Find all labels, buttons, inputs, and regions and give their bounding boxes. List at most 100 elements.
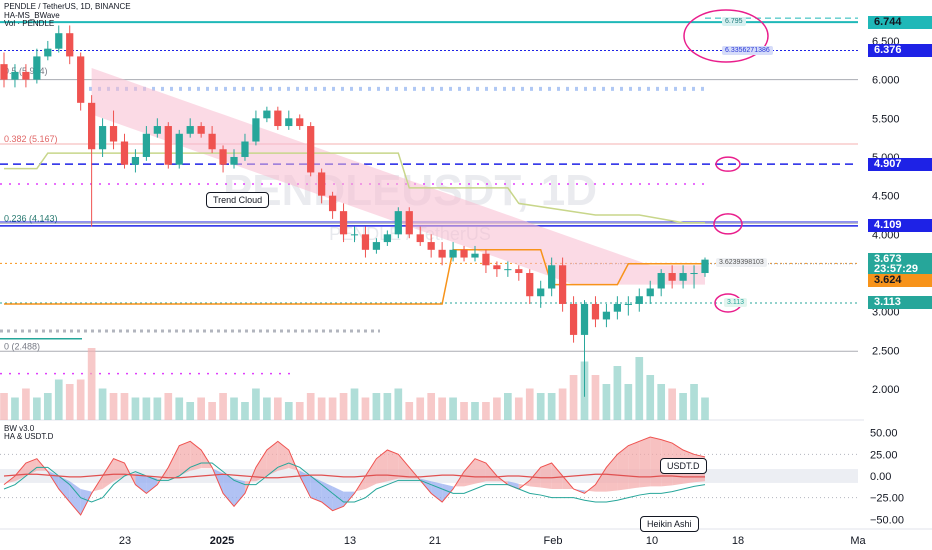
candle-body[interactable] <box>526 273 534 297</box>
candle-body[interactable] <box>131 156 140 165</box>
volume-bar[interactable] <box>328 397 337 421</box>
volume-bar[interactable] <box>646 375 655 420</box>
candle-body[interactable] <box>657 273 665 289</box>
candle-body[interactable] <box>186 126 194 134</box>
price-tag-3113[interactable]: 3.113 <box>868 296 932 310</box>
oscillator-label-usdtd[interactable]: HA & USDT.D <box>4 432 54 441</box>
volume-bar[interactable] <box>624 384 633 420</box>
candle-body[interactable] <box>66 33 74 57</box>
volume-bar[interactable] <box>525 388 534 421</box>
volume-bar[interactable] <box>558 388 567 421</box>
candle-body[interactable] <box>296 118 304 127</box>
volume-bar[interactable] <box>263 397 271 421</box>
volume-bar[interactable] <box>0 393 8 420</box>
candle-body[interactable] <box>263 110 271 119</box>
price-tag-4907[interactable]: 4.907 <box>868 157 932 171</box>
candle-body[interactable] <box>22 71 30 80</box>
volume-bar[interactable] <box>197 397 205 421</box>
volume-bar[interactable] <box>569 375 578 420</box>
candle-body[interactable] <box>493 265 501 270</box>
candle-body[interactable] <box>569 303 578 335</box>
countdown-tag[interactable]: 23:57:29 <box>868 262 932 276</box>
volume-bar[interactable] <box>416 397 425 421</box>
candle-body[interactable] <box>230 156 238 165</box>
volume-bar[interactable] <box>394 388 403 421</box>
volume-bar[interactable] <box>504 393 512 420</box>
volume-bar[interactable] <box>273 397 282 421</box>
volume-bar[interactable] <box>668 388 676 421</box>
candle-body[interactable] <box>197 126 205 134</box>
volume-bar[interactable] <box>339 393 348 420</box>
volume-bar[interactable] <box>186 402 195 420</box>
candle-body[interactable] <box>44 48 52 57</box>
candle-body[interactable] <box>701 259 709 274</box>
symbol-title[interactable]: PENDLE / TetherUS, 1D, BINANCE <box>4 2 131 11</box>
price-tag-4109[interactable]: 4.109 <box>868 219 932 233</box>
candle-body[interactable] <box>208 133 216 150</box>
candle-body[interactable] <box>339 211 348 235</box>
volume-bar[interactable] <box>361 397 370 421</box>
candle-body[interactable] <box>219 149 227 165</box>
candle-body[interactable] <box>88 102 96 150</box>
volume-bar[interactable] <box>65 384 74 420</box>
volume-bar[interactable] <box>547 393 556 420</box>
volume-bar[interactable] <box>493 397 501 421</box>
candle-body[interactable] <box>164 126 172 165</box>
candle-body[interactable] <box>635 296 643 304</box>
volume-bar[interactable] <box>33 397 41 421</box>
candle-body[interactable] <box>449 249 457 258</box>
candle-body[interactable] <box>460 249 468 258</box>
price-tag-3624[interactable]: 3.624 <box>868 274 932 288</box>
volume-bar[interactable] <box>427 393 436 420</box>
volume-bar[interactable] <box>635 357 644 420</box>
volume-bar[interactable] <box>482 402 490 420</box>
volume-bar[interactable] <box>372 393 381 420</box>
volume-bar[interactable] <box>350 388 359 421</box>
volume-bar[interactable] <box>22 388 30 421</box>
candle-body[interactable] <box>383 234 391 243</box>
candle-body[interactable] <box>394 211 402 235</box>
candle-body[interactable] <box>142 133 151 157</box>
volume-bar[interactable] <box>602 384 611 420</box>
candle-body[interactable] <box>624 303 632 305</box>
candle-body[interactable] <box>471 253 479 258</box>
volume-bar[interactable] <box>241 402 249 420</box>
candle-body[interactable] <box>77 56 85 103</box>
volume-bar[interactable] <box>317 397 326 421</box>
candle-body[interactable] <box>153 126 161 134</box>
osc-line-usdtd[interactable] <box>3 473 705 479</box>
volume-bar[interactable] <box>701 397 709 421</box>
volume-bar[interactable] <box>438 397 446 421</box>
volume-bar[interactable] <box>679 393 687 420</box>
volume-bar[interactable] <box>471 402 479 420</box>
volume-bar[interactable] <box>460 402 468 420</box>
candle-body[interactable] <box>307 126 315 173</box>
volume-bar[interactable] <box>175 397 184 421</box>
volume-bar[interactable] <box>120 393 129 420</box>
candle-body[interactable] <box>405 211 413 235</box>
candle-body[interactable] <box>372 242 381 250</box>
volume-bar[interactable] <box>153 397 162 421</box>
candle-body[interactable] <box>55 33 63 49</box>
indicator-label-volume[interactable]: Vol · PENDLE <box>4 19 55 28</box>
price-tag-6744[interactable]: 6.744 <box>868 15 932 29</box>
volume-bar[interactable] <box>76 379 85 421</box>
osc-line-red[interactable] <box>3 436 706 516</box>
candle-body[interactable] <box>11 71 19 80</box>
candle-body[interactable] <box>602 311 611 320</box>
candle-body[interactable] <box>416 234 424 243</box>
volume-bar[interactable] <box>131 397 140 421</box>
candle-body[interactable] <box>0 64 8 80</box>
volume-bar[interactable] <box>164 393 173 420</box>
volume-bar[interactable] <box>43 393 52 420</box>
volume-bar[interactable] <box>252 388 260 421</box>
candle-body[interactable] <box>438 249 446 258</box>
candle-body[interactable] <box>646 288 654 297</box>
candle-body[interactable] <box>328 195 337 212</box>
volume-bar[interactable] <box>109 393 118 420</box>
candle-body[interactable] <box>427 242 435 250</box>
candle-body[interactable] <box>482 253 490 266</box>
volume-bar[interactable] <box>657 384 666 420</box>
volume-bar[interactable] <box>142 397 151 421</box>
